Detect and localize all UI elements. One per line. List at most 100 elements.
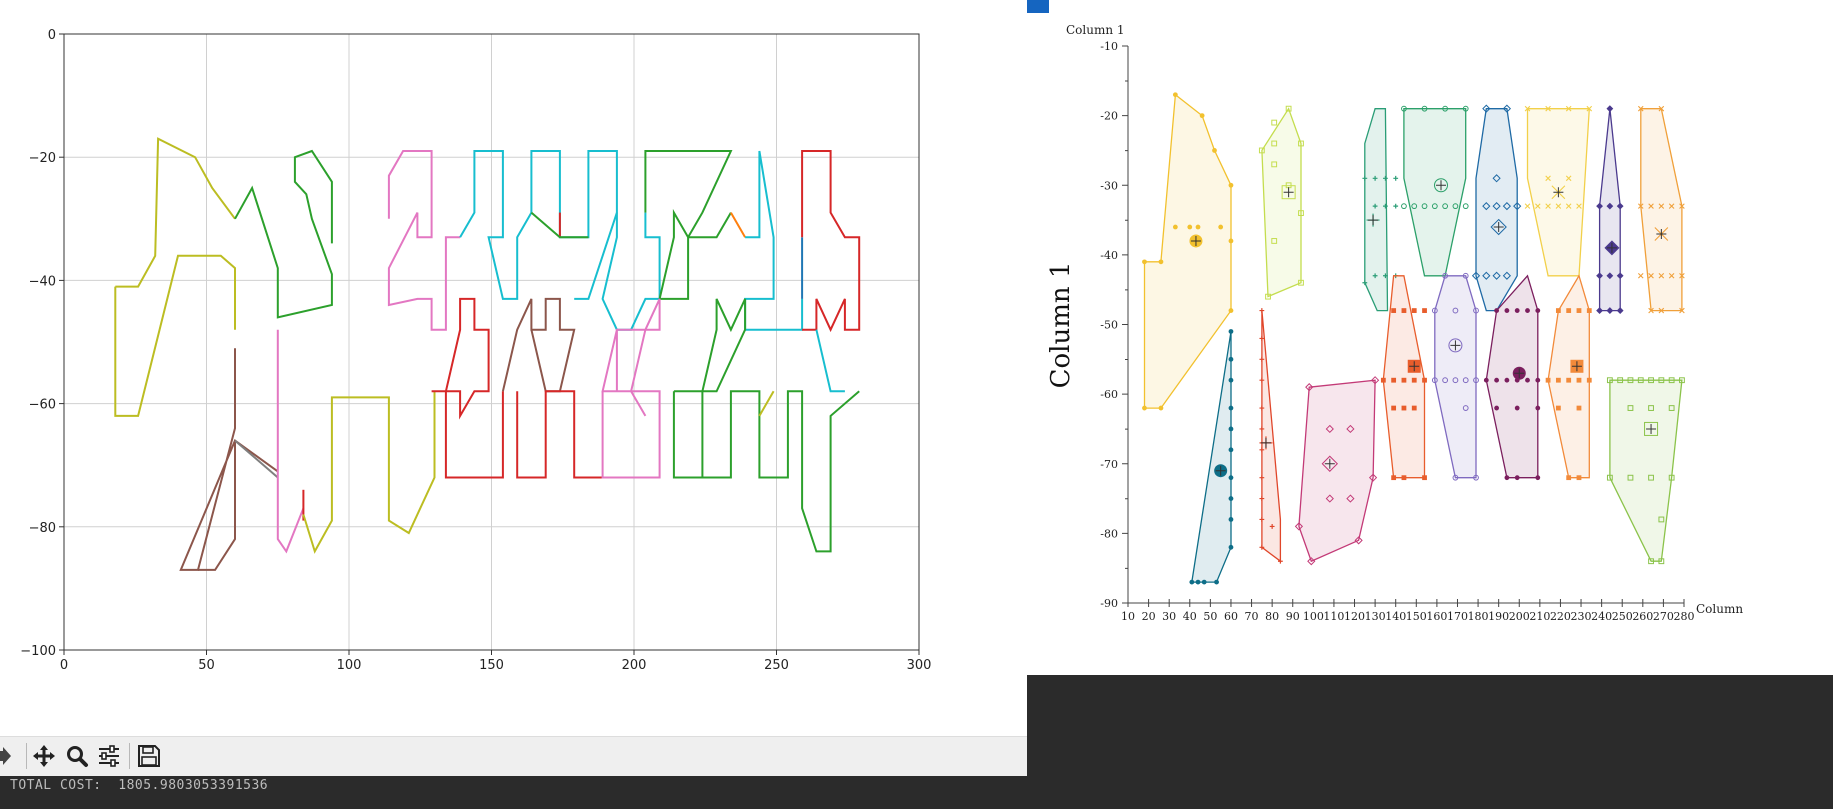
data-point	[1555, 377, 1561, 383]
data-point	[1325, 424, 1334, 434]
x-tick-label: 50	[198, 658, 215, 673]
data-point	[1668, 405, 1675, 411]
y-tick-label: -50	[1100, 319, 1118, 332]
data-point	[1442, 377, 1449, 384]
data-point	[1142, 259, 1147, 265]
data-point	[1422, 475, 1427, 481]
data-point	[1195, 579, 1201, 585]
y-tick-label: −40	[29, 274, 56, 289]
y-axis-top-label: Column 1	[1066, 23, 1125, 37]
data-point	[1492, 271, 1501, 280]
data-point	[1228, 182, 1234, 188]
data-point	[1259, 377, 1265, 383]
data-point	[1566, 475, 1572, 481]
route-segment	[431, 297, 504, 479]
data-point	[1228, 517, 1234, 522]
data-point	[1502, 202, 1512, 211]
data-point	[1228, 356, 1234, 362]
save-button[interactable]	[135, 742, 163, 770]
data-point	[1218, 224, 1224, 230]
x-tick-label: 230	[1571, 610, 1592, 623]
data-point	[1158, 405, 1164, 411]
x-tick-label: 300	[907, 658, 932, 673]
data-point	[1492, 174, 1501, 183]
data-point	[1277, 558, 1283, 564]
data-point	[1502, 104, 1512, 113]
data-point	[1372, 175, 1378, 181]
data-point	[1482, 202, 1491, 211]
data-point	[1271, 119, 1278, 126]
route-segment	[198, 440, 236, 571]
data-point	[1658, 203, 1665, 209]
x-tick-label: 30	[1162, 610, 1176, 623]
data-point	[1372, 203, 1378, 209]
x-tick-label: 140	[1385, 610, 1406, 623]
data-point	[1362, 175, 1368, 181]
data-point	[1606, 272, 1614, 280]
data-point	[1668, 203, 1675, 209]
pan-button[interactable]	[30, 742, 58, 770]
data-point	[1401, 308, 1407, 313]
cluster-hull	[1143, 93, 1232, 409]
data-point	[1228, 238, 1234, 244]
x-tick-label: 20	[1142, 610, 1156, 623]
toolbar-separator	[26, 743, 27, 769]
x-tick-label: 190	[1488, 610, 1509, 623]
data-point	[1648, 272, 1654, 279]
data-point	[1391, 308, 1397, 313]
route-segment	[530, 211, 589, 239]
cluster-centroid	[1606, 242, 1617, 253]
data-point	[1212, 148, 1217, 153]
data-point	[1524, 203, 1531, 209]
data-point	[1259, 496, 1265, 501]
data-point	[1325, 494, 1334, 503]
data-point	[1502, 271, 1512, 280]
cluster-centroid	[1514, 368, 1525, 379]
plot-toolbar	[0, 736, 1027, 776]
data-point	[1545, 203, 1551, 209]
data-point	[1411, 203, 1418, 210]
configure-button[interactable]	[95, 742, 123, 770]
data-point	[1271, 238, 1278, 244]
data-point	[1269, 524, 1275, 529]
data-point	[1576, 377, 1582, 383]
data-point	[1259, 356, 1265, 362]
route-segment	[601, 298, 661, 479]
data-point	[1259, 426, 1265, 432]
cluster-centroid	[1260, 437, 1271, 448]
data-point	[1658, 516, 1665, 523]
data-point	[1648, 405, 1654, 411]
cluster-hull	[1298, 379, 1376, 563]
data-point	[1401, 203, 1407, 210]
x-tick-label: 150	[1406, 610, 1427, 623]
data-point	[1346, 424, 1355, 434]
plot-window-left: 0 50 100 150 200 250 300 0 −20 −40 −60 −80 −100	[0, 0, 1027, 776]
data-point	[1596, 272, 1603, 280]
y-axis-title: Column 1	[1046, 262, 1076, 389]
data-point	[1525, 308, 1530, 313]
data-point	[1228, 377, 1234, 383]
zoom-button[interactable]	[63, 742, 91, 770]
y-tick-label: −20	[29, 151, 56, 166]
data-point	[1668, 272, 1675, 279]
forward-button[interactable]	[0, 742, 16, 770]
x-tick-label: 200	[622, 658, 647, 673]
x-tick-label: 160	[1426, 610, 1447, 623]
data-point	[1271, 161, 1278, 168]
x-axis-title: Column	[1696, 602, 1743, 616]
data-point	[1606, 202, 1614, 210]
route-segment	[115, 137, 236, 288]
x-tick-label: 50	[1203, 610, 1217, 623]
data-point	[1644, 421, 1659, 436]
x-tick-label: 100	[337, 658, 362, 673]
data-point	[1321, 455, 1339, 472]
data-point	[1401, 475, 1407, 481]
route-segment	[644, 150, 733, 300]
cluster-hull	[1640, 108, 1683, 312]
data-point	[1383, 175, 1388, 181]
data-point	[1606, 307, 1614, 314]
x-tick-label: 240	[1591, 610, 1612, 623]
data-point	[1259, 517, 1265, 522]
cluster-hull	[1382, 275, 1426, 479]
data-point	[1346, 494, 1355, 503]
